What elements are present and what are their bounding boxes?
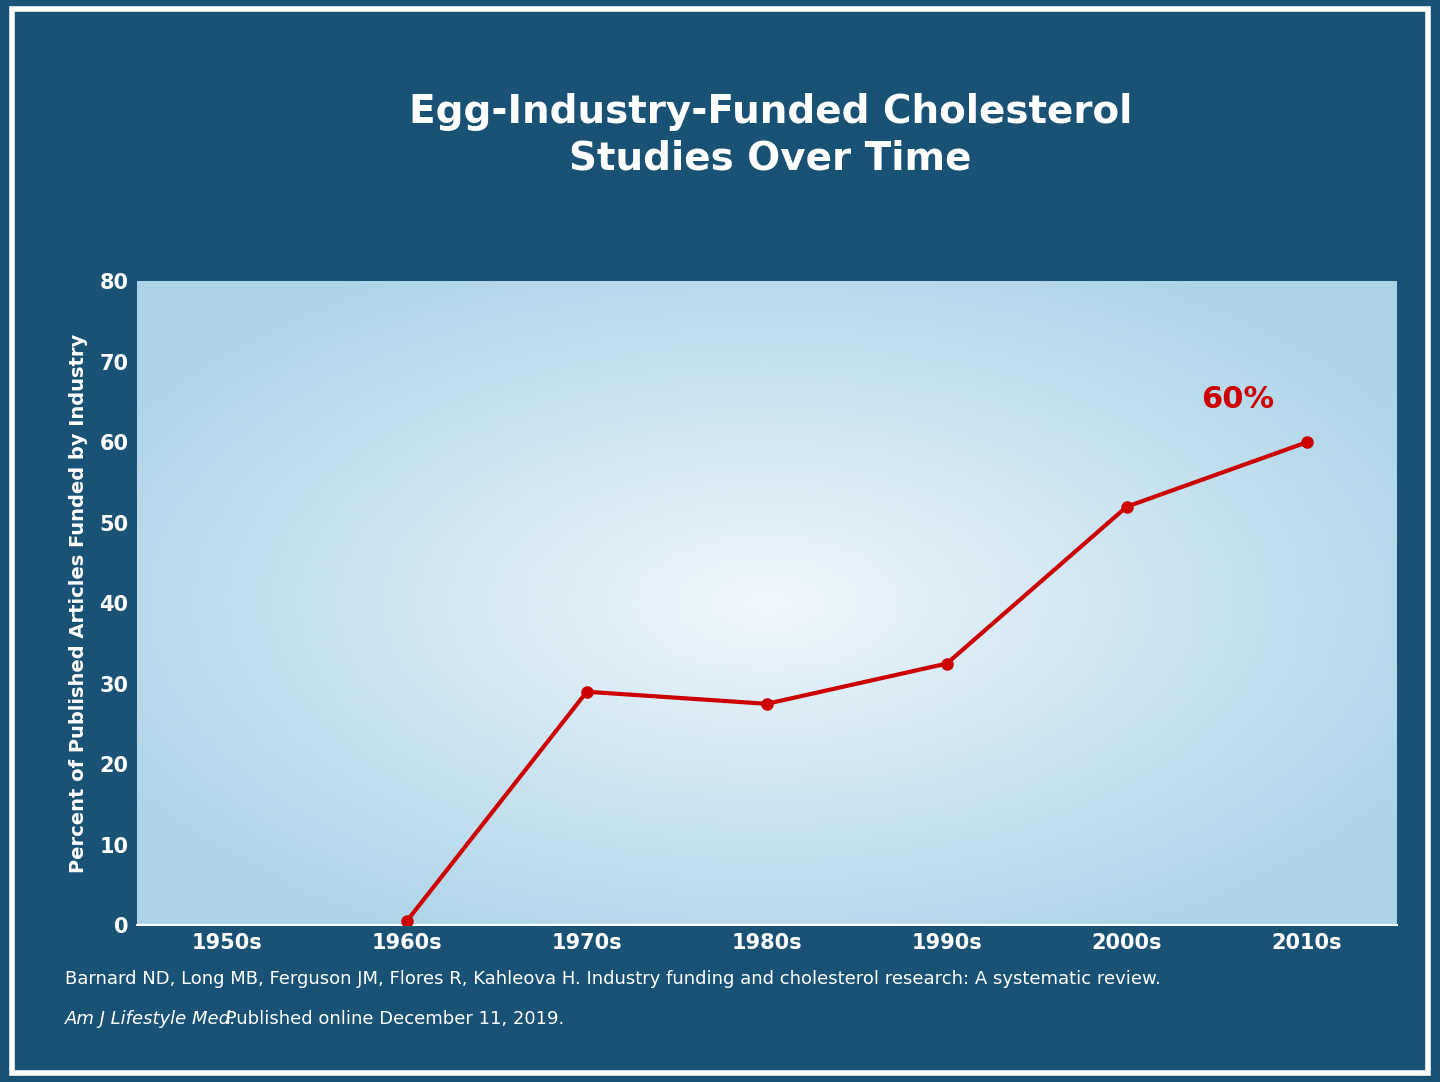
Text: Published online December 11, 2019.: Published online December 11, 2019.: [220, 1011, 564, 1028]
Text: Barnard ND, Long MB, Ferguson JM, Flores R, Kahleova H. Industry funding and cho: Barnard ND, Long MB, Ferguson JM, Flores…: [65, 971, 1161, 988]
Text: Am J Lifestyle Med.: Am J Lifestyle Med.: [65, 1011, 236, 1028]
Text: 60%: 60%: [1201, 385, 1274, 414]
Y-axis label: Percent of Published Articles Funded by Industry: Percent of Published Articles Funded by …: [69, 333, 88, 873]
Text: Egg-Industry-Funded Cholesterol
Studies Over Time: Egg-Industry-Funded Cholesterol Studies …: [409, 93, 1132, 177]
